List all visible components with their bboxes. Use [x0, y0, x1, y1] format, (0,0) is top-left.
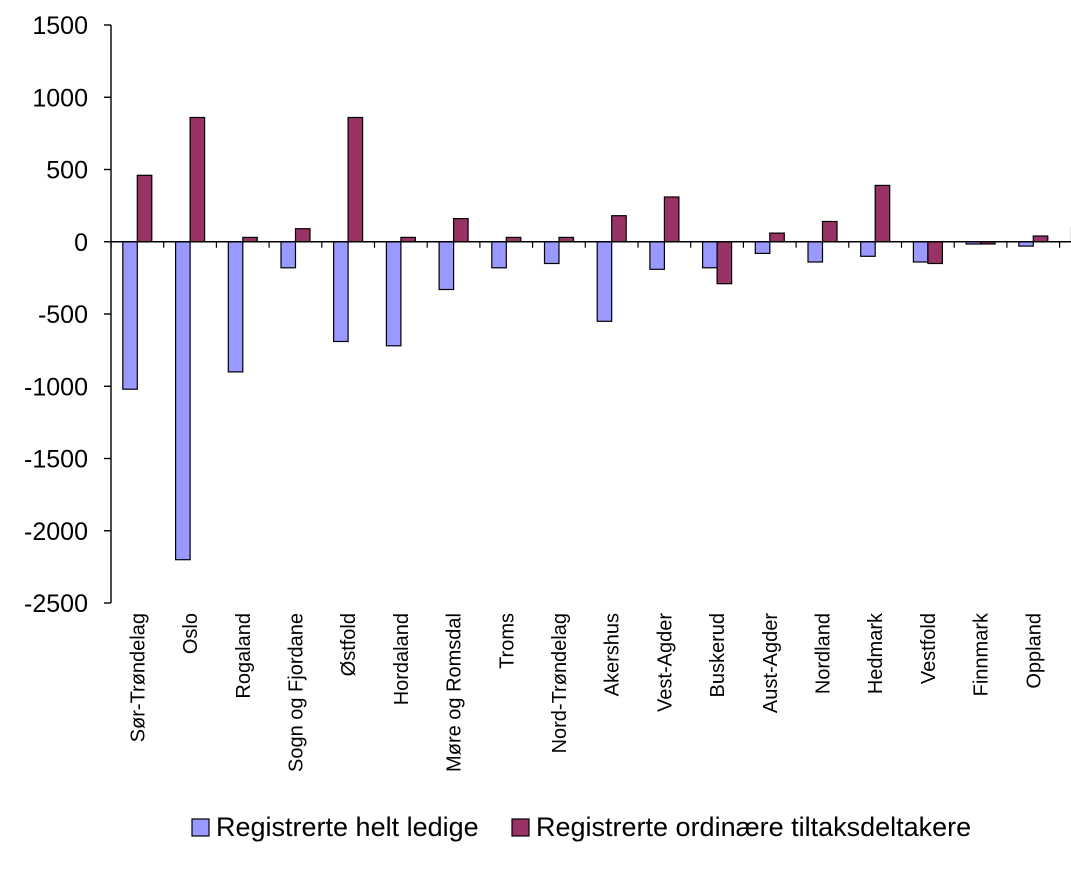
- category-label: Sogn og Fjordane: [286, 613, 308, 772]
- bar-helt-ledige: [122, 241, 138, 390]
- category-label: Rogaland: [233, 613, 255, 699]
- bar-helt-ledige: [701, 241, 718, 269]
- bar-tiltaksdeltakere: [769, 232, 785, 243]
- category-label: Østfold: [338, 613, 360, 676]
- bar-tiltaksdeltakere: [716, 241, 733, 285]
- y-tick-label: -2000: [24, 518, 88, 546]
- bar-tiltaksdeltakere: [1032, 235, 1049, 243]
- bar-tiltaksdeltakere: [347, 116, 364, 243]
- bar-tiltaksdeltakere: [611, 215, 627, 243]
- y-tick-label: 1500: [32, 12, 88, 40]
- category-label: Sør-Trøndelag: [127, 613, 149, 742]
- bar-helt-ledige: [807, 241, 824, 263]
- bar-helt-ledige: [175, 241, 191, 561]
- axes-group: [104, 24, 1071, 604]
- category-labels: Sør-Trøndelag Oslo Rogaland Sogn og Fjordan…: [127, 612, 1045, 772]
- y-tick-label: 1000: [32, 84, 88, 112]
- bar-helt-ledige: [596, 241, 613, 322]
- category-label: Aust-Agder: [760, 613, 782, 713]
- bar-helt-ledige: [385, 241, 402, 347]
- y-tick-labels: 1500 1000 500 0 -500 -1000 -1500 -2000 -2500: [24, 12, 88, 618]
- y-tick-label: -500: [38, 301, 88, 329]
- bar-helt-ledige: [280, 241, 297, 269]
- bar-helt-ledige: [491, 241, 507, 269]
- legend: Registrerte helt ledige Registrerte ordin…: [191, 812, 971, 842]
- bar-helt-ledige: [649, 241, 666, 270]
- bar-tiltaksdeltakere: [927, 241, 944, 265]
- bar-helt-ledige: [438, 241, 455, 291]
- bar-tiltaksdeltakere: [874, 184, 891, 243]
- legend-label: Registrerte ordinære tiltaksdeltakere: [536, 812, 971, 842]
- bar-helt-ledige: [754, 241, 771, 255]
- category-label: Oslo: [180, 613, 202, 654]
- category-label: Akershus: [602, 613, 624, 696]
- y-tick-label: -1500: [24, 446, 88, 474]
- category-label: Buskerud: [707, 613, 729, 698]
- bar-tiltaksdeltakere: [294, 228, 311, 243]
- bar-tiltaksdeltakere: [663, 196, 680, 243]
- bar-tiltaksdeltakere: [189, 116, 206, 243]
- category-label: Hordaland: [391, 613, 413, 705]
- bar-helt-ledige: [543, 241, 560, 265]
- category-label: Vest-Agder: [654, 613, 676, 712]
- legend-swatch: [191, 818, 210, 837]
- category-label: Nordland: [813, 613, 835, 694]
- category-label: Oppland: [1023, 613, 1045, 689]
- bar-helt-ledige: [912, 241, 929, 263]
- y-tick-label: 500: [46, 157, 88, 185]
- category-label: Troms: [496, 613, 518, 669]
- bar-helt-ledige: [227, 241, 244, 373]
- category-label: Nord-Trøndelag: [549, 613, 571, 753]
- bar-tiltaksdeltakere: [821, 220, 838, 243]
- bar-tiltaksdeltakere: [453, 218, 469, 243]
- category-label: Hedmark: [865, 612, 887, 694]
- legend-swatch: [511, 818, 530, 837]
- bar-helt-ledige: [333, 241, 349, 343]
- bars-group: [122, 116, 1071, 561]
- category-label: Vestfold: [918, 613, 940, 684]
- bar-helt-ledige: [860, 241, 876, 257]
- y-tick-label: -2500: [24, 590, 88, 618]
- category-label: Møre og Romsdal: [444, 613, 466, 772]
- y-tick-label: 0: [74, 229, 88, 257]
- y-tick-label: -1000: [24, 373, 88, 401]
- category-label: Finnmark: [971, 612, 993, 696]
- legend-label: Registrerte helt ledige: [216, 812, 479, 842]
- bar-tiltaksdeltakere: [136, 174, 153, 243]
